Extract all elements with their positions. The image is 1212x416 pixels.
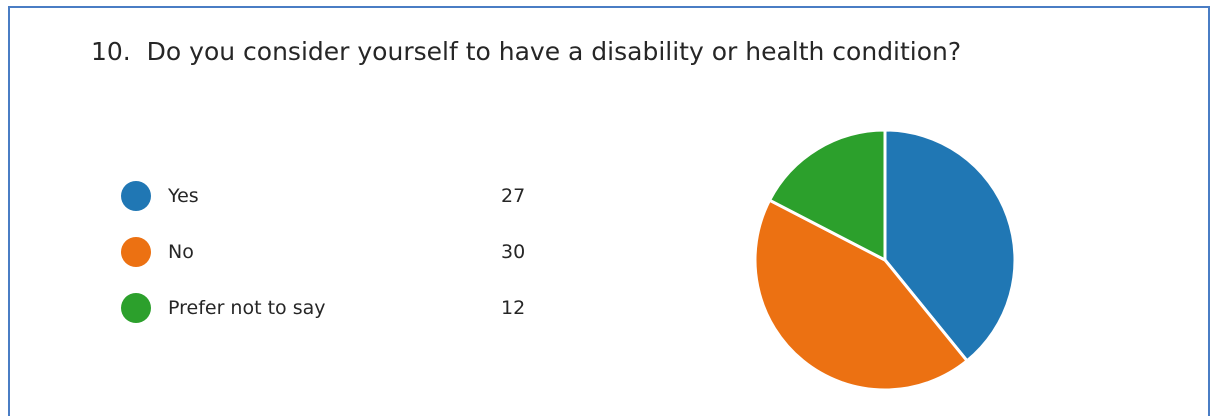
legend-value-yes: 27 [501, 185, 526, 207]
question-card [8, 6, 1210, 416]
question-title: 10. Do you consider yourself to have a d… [91, 37, 961, 66]
legend-swatch-yes [121, 181, 151, 211]
pie-slice-prefer-not-to-say[interactable] [768, 128, 887, 262]
legend-value-no: 30 [501, 241, 526, 263]
legend-item-no[interactable]: No 30 [121, 237, 541, 267]
legend-item-prefer-not-to-say[interactable]: Prefer not to say 12 [121, 293, 541, 323]
pie-chart [753, 128, 1017, 392]
question-number: 10. [91, 37, 131, 66]
pie-slice-no[interactable] [753, 198, 969, 392]
legend-swatch-prefer-not-to-say [121, 293, 151, 323]
pie-slice-yes[interactable] [883, 128, 1017, 363]
legend-value-prefer-not-to-say: 12 [501, 297, 526, 319]
legend-label-yes: Yes [168, 185, 199, 207]
question-text: Do you consider yourself to have a disab… [146, 37, 962, 66]
legend-label-prefer-not-to-say: Prefer not to say [168, 297, 326, 319]
legend-swatch-no [121, 237, 151, 267]
legend-label-no: No [168, 241, 194, 263]
legend-item-yes[interactable]: Yes 27 [121, 181, 541, 211]
